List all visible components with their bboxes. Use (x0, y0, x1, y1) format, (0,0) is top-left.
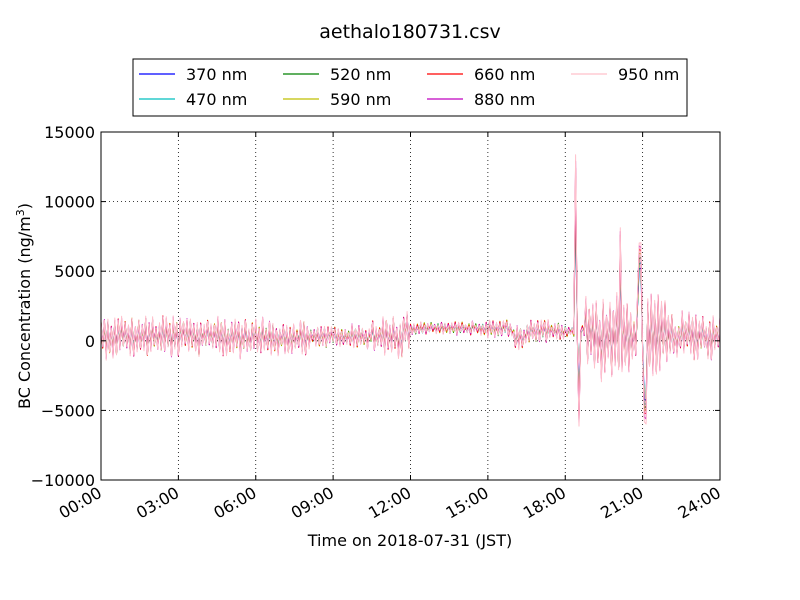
series-lines (101, 154, 720, 427)
legend-entry: 370 nm (139, 65, 247, 84)
legend-entry: 520 nm (283, 65, 391, 84)
legend-label: 660 nm (474, 65, 535, 84)
y-tick-label: 0 (85, 332, 95, 351)
legend-entry: 880 nm (427, 90, 535, 109)
legend-entry: 950 nm (571, 65, 679, 84)
legend-label: 880 nm (474, 90, 535, 109)
y-tick-label: 15000 (44, 123, 95, 142)
chart-title: aethalo180731.csv (319, 21, 501, 43)
y-tick-label: −5000 (41, 401, 95, 420)
legend-box (132, 58, 688, 117)
legend-label: 950 nm (618, 65, 679, 84)
legend-label: 520 nm (330, 65, 391, 84)
legend-label: 590 nm (330, 90, 391, 109)
y-tick-label: −10000 (31, 471, 95, 490)
legend-entry: 660 nm (427, 65, 535, 84)
y-tick-label: 10000 (44, 193, 95, 212)
y-axis-label-main: BC Concentration (ng/m (15, 216, 34, 409)
legend-label: 370 nm (186, 65, 247, 84)
y-axis-label-close: ) (15, 203, 34, 209)
legend-entry: 470 nm (139, 90, 247, 109)
y-axis-label-superscript: 3 (14, 209, 27, 216)
legend-label: 470 nm (186, 90, 247, 109)
y-axis-label: BC Concentration (ng/m3) (14, 203, 34, 409)
legend-entry: 590 nm (283, 90, 391, 109)
x-axis-label: Time on 2018-07-31 (JST) (307, 531, 512, 550)
y-tick-label: 5000 (54, 262, 95, 281)
series-line-950-nm (101, 154, 720, 427)
legend: 370 nm 470 nm 520 nm 590 nm 660 nm 880 nm 950 … (132, 58, 688, 117)
